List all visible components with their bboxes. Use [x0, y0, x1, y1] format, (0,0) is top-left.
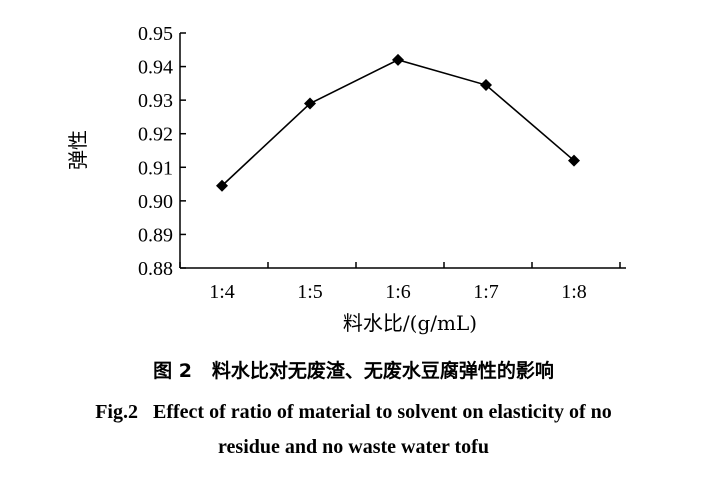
y-tick-label: 0.88 — [138, 258, 173, 280]
y-tick-label: 0.95 — [138, 23, 173, 45]
data-markers — [216, 53, 580, 192]
x-tick-label: 1:6 — [385, 281, 411, 303]
data-point-marker — [304, 97, 316, 110]
data-point-marker — [216, 179, 228, 192]
y-axis-title: 弹性 — [66, 130, 90, 170]
x-axis-title: 料水比/(g/mL) — [343, 311, 477, 335]
y-tick-label: 0.91 — [138, 157, 173, 179]
y-tick-label: 0.90 — [138, 191, 173, 213]
y-tick-label: 0.93 — [138, 90, 173, 112]
line-chart: 0.880.890.900.910.920.930.940.95 1:4 1:5 1… — [66, 23, 626, 335]
y-tick-label: 0.94 — [138, 57, 173, 79]
x-tick-label: 1:7 — [473, 281, 499, 303]
y-ticks: 0.88 0.89 0.90 0.91 0.92 0.93 0.94 0.95 — [138, 23, 186, 280]
y-tick-label: 0.89 — [138, 224, 173, 246]
data-point-marker — [480, 79, 492, 92]
y-tick-label: 0.92 — [138, 124, 173, 146]
x-ticks: 1:4 1:5 1:6 1:7 1:8 — [179, 262, 621, 303]
figure-caption-english-line1: Fig.2 Effect of ratio of material to sol… — [95, 401, 612, 423]
x-tick-label: 1:8 — [561, 281, 587, 303]
data-point-marker — [568, 154, 580, 167]
x-tick-label: 1:4 — [209, 281, 235, 303]
data-point-marker — [392, 53, 404, 66]
series-line — [221, 59, 575, 187]
figure-caption-english-line2: residue and no waste water tofu — [218, 436, 489, 458]
x-tick-label: 1:5 — [297, 281, 323, 303]
figure-caption-chinese: 图 2 料水比对无废渣、无废水豆腐弹性的影响 — [153, 360, 554, 382]
